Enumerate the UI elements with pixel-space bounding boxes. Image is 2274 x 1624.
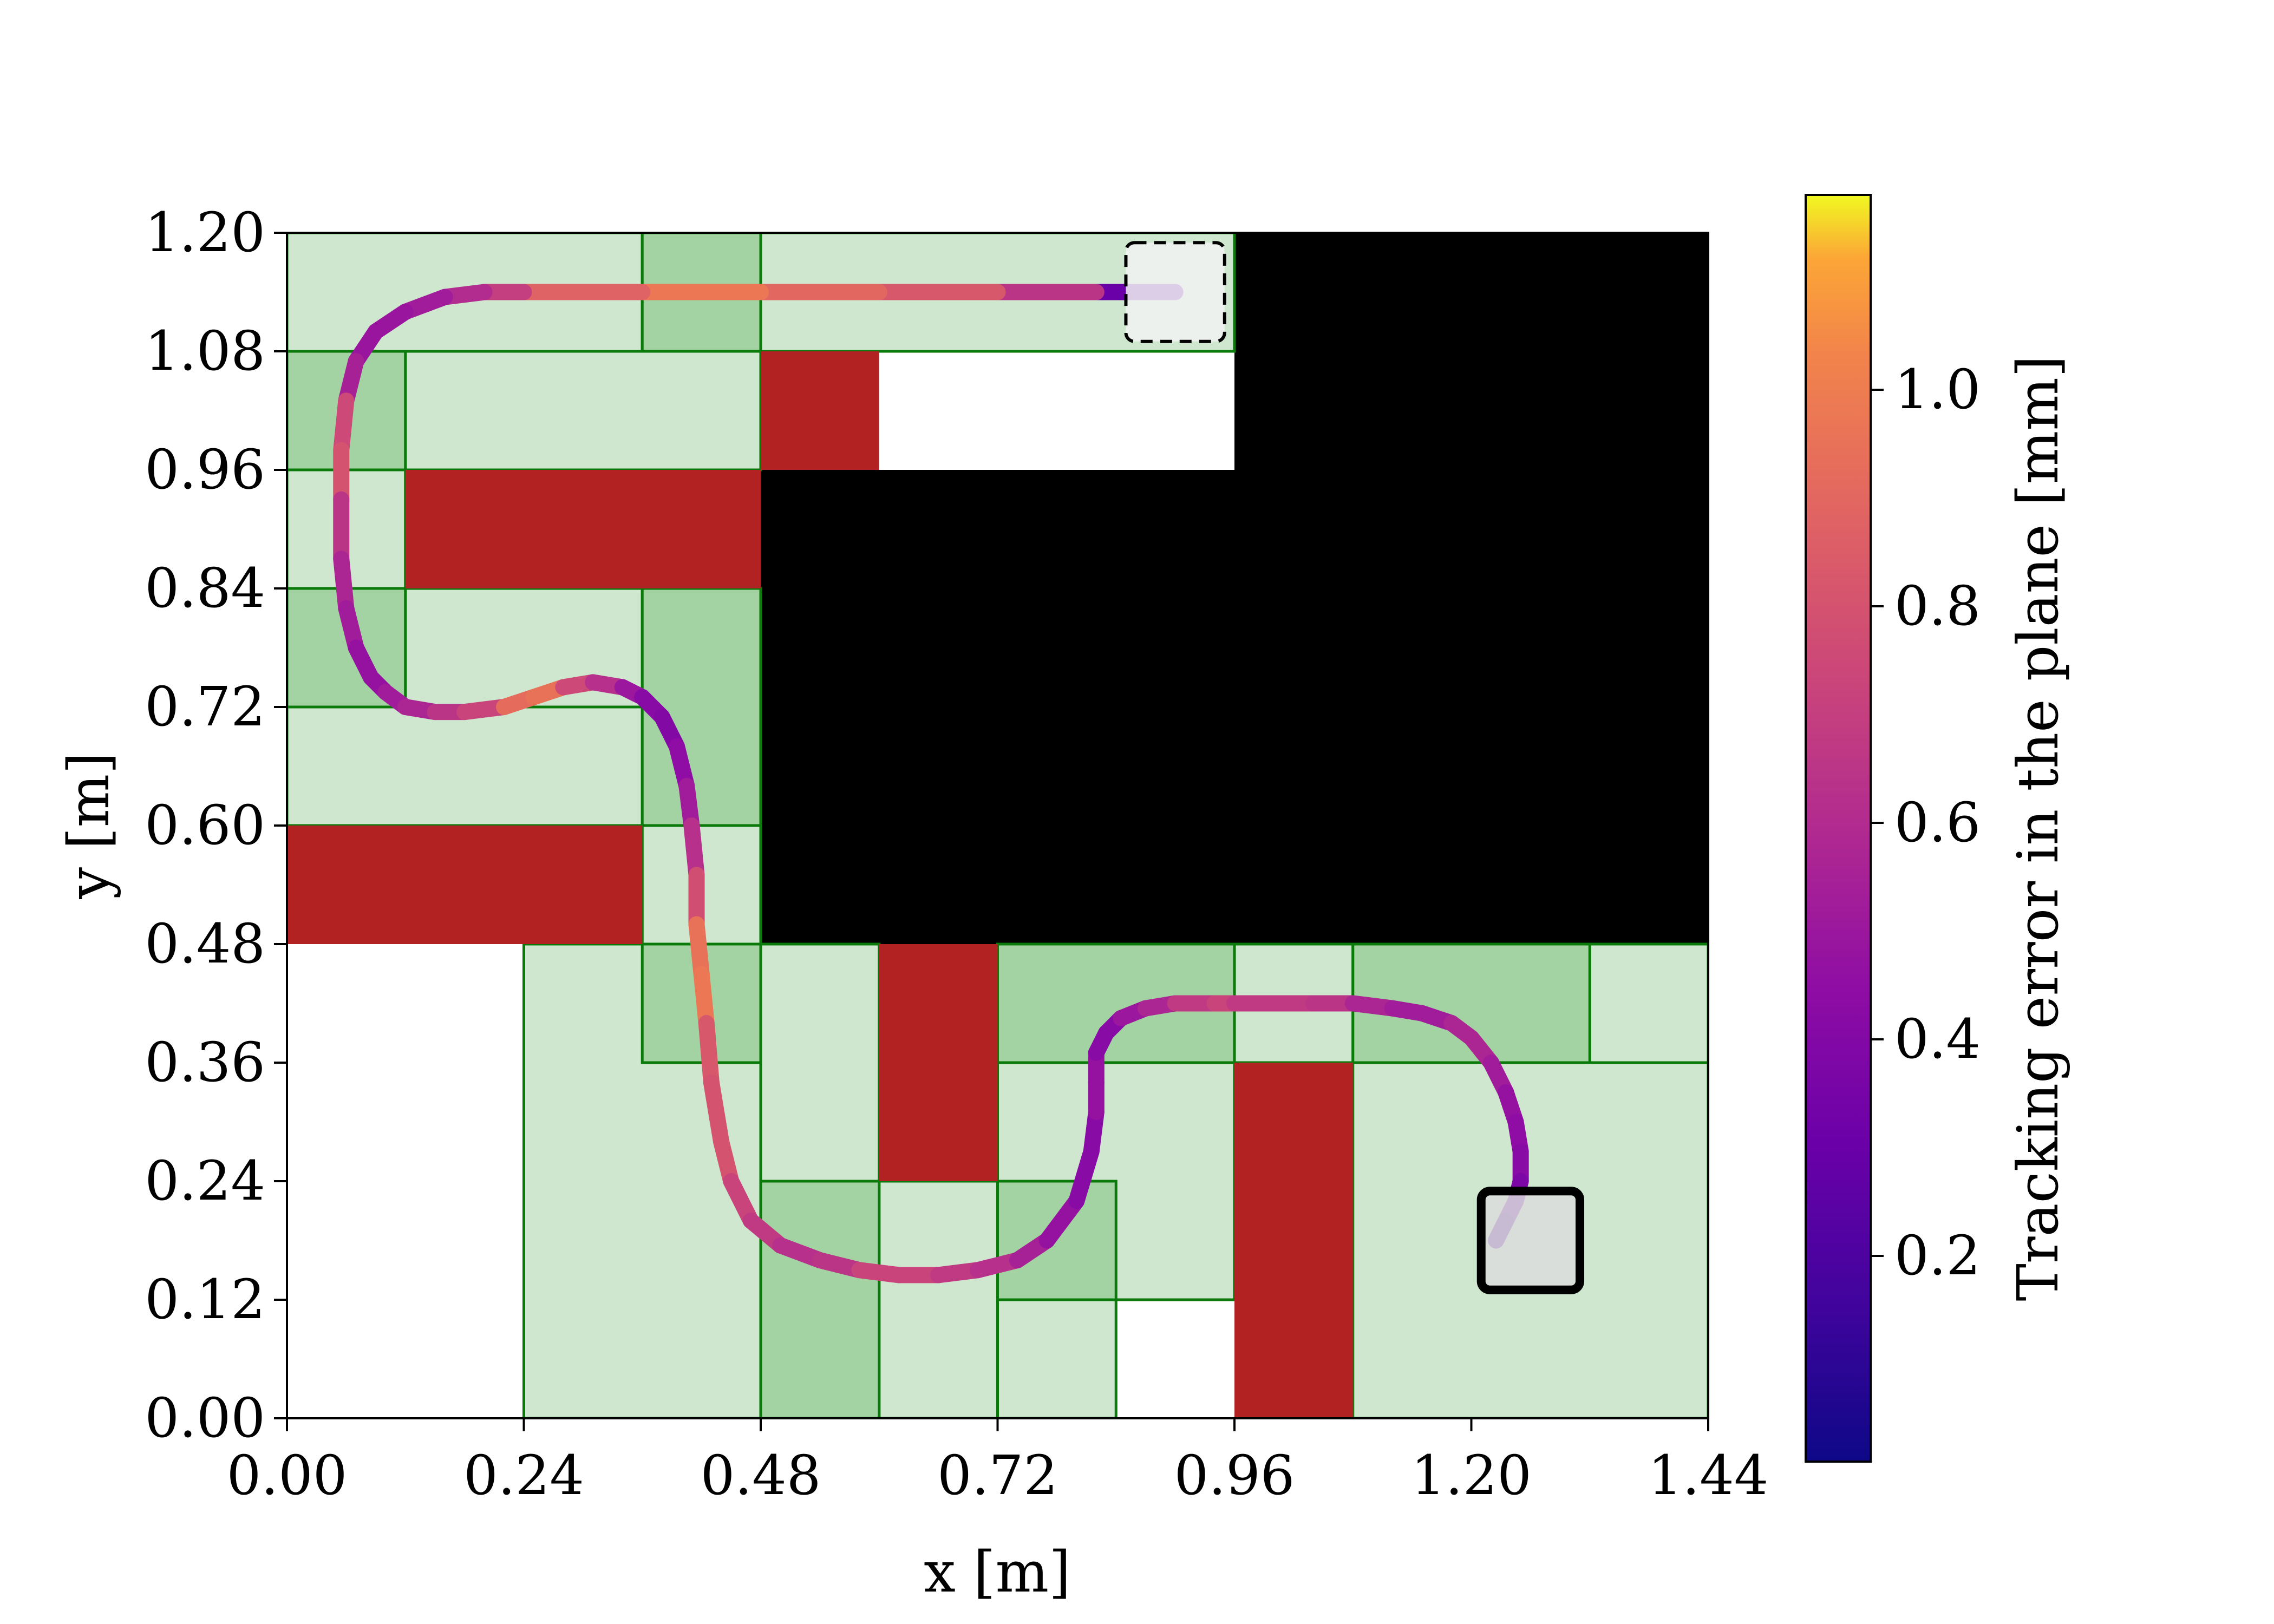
x-tick-label-3: 0.72 — [937, 1444, 1058, 1507]
light-green-cell-12 — [996, 1298, 1118, 1418]
x-tick-label-1: 0.24 — [463, 1444, 584, 1507]
path-segment-12 — [333, 392, 355, 459]
x-tick-label-4: 0.96 — [1174, 1444, 1295, 1507]
x-axis-label: x [m] — [924, 1539, 1070, 1605]
colorbar-tick-label-1: 0.4 — [1894, 1007, 1981, 1071]
red-obstacle-1 — [405, 470, 761, 588]
x-axis-ticks: 0.00 0.24 0.48 0.72 0.96 1.20 1.44 — [227, 1418, 1769, 1507]
colorbar-label: Tracking error in the plane [mm] — [2005, 355, 2071, 1301]
colorbar-ticks: 0.2 0.4 0.6 0.8 1.0 — [1871, 358, 1981, 1287]
path-segment-36 — [698, 1015, 720, 1091]
y-tick-label-7: 0.84 — [145, 556, 265, 620]
path-segment-34 — [688, 916, 710, 982]
y-tick-label-6: 0.72 — [145, 675, 265, 738]
y-tick-label-8: 0.96 — [145, 438, 265, 501]
path-segment-48 — [1038, 1193, 1085, 1249]
y-tick-label-5: 0.60 — [145, 794, 265, 857]
start-box — [1124, 241, 1226, 343]
light-green-cell-16 — [1588, 942, 1708, 1064]
colorbar-tick-label-2: 0.6 — [1894, 791, 1981, 854]
colorbar-tick-label-3: 0.8 — [1894, 574, 1981, 638]
y-axis-ticks: 0.00 0.12 0.24 0.36 0.48 0.60 0.72 0.84 0.96 1.08… — [145, 201, 287, 1450]
y-tick-label-1: 0.12 — [145, 1268, 265, 1331]
colorbar-gradient — [1805, 194, 1872, 1463]
x-tick-label-0: 0.00 — [227, 1444, 348, 1507]
x-tick-label-2: 0.48 — [701, 1444, 821, 1507]
y-axis-label: y [m] — [56, 752, 122, 900]
path-segment-15 — [333, 551, 355, 617]
black-region-0 — [1234, 233, 1708, 470]
colorbar-tick-label-0: 0.2 — [1894, 1224, 1981, 1287]
path-segment-37 — [703, 1074, 730, 1150]
colorbar: 0.2 0.4 0.6 0.8 1.0 Tracking error in the pl… — [1805, 194, 2071, 1463]
red-obstacles — [287, 351, 1353, 1418]
y-tick-label-0: 0.00 — [145, 1386, 265, 1450]
path-segment-32 — [683, 817, 705, 883]
trajectory-path — [333, 284, 1529, 1284]
red-obstacle-0 — [761, 351, 879, 470]
plot-area — [287, 233, 1708, 1418]
y-tick-label-3: 0.36 — [145, 1031, 265, 1094]
mid-green-cell-5 — [759, 1180, 881, 1418]
light-green-cell-11 — [878, 1180, 999, 1418]
y-tick-label-4: 0.48 — [145, 912, 265, 975]
light-green-cell-3 — [404, 350, 762, 472]
x-tick-label-6: 1.44 — [1648, 1444, 1769, 1507]
black-region-1 — [761, 470, 1708, 944]
light-green-cell-7 — [287, 705, 644, 827]
path-segment-35 — [693, 965, 715, 1031]
path-segment-49 — [1068, 1143, 1100, 1209]
black-regions — [761, 233, 1708, 944]
y-tick-label-10: 1.20 — [145, 201, 265, 264]
y-tick-label-9: 1.08 — [145, 319, 265, 383]
x-tick-label-5: 1.20 — [1411, 1444, 1532, 1507]
goal-box — [1476, 1187, 1585, 1294]
red-obstacle-4 — [1234, 1063, 1353, 1418]
y-tick-label-2: 0.24 — [145, 1149, 265, 1213]
red-obstacle-3 — [879, 944, 998, 1181]
light-green-cell-10 — [759, 942, 881, 1183]
colorbar-tick-label-4: 1.0 — [1894, 358, 1981, 421]
red-obstacle-2 — [287, 826, 643, 944]
